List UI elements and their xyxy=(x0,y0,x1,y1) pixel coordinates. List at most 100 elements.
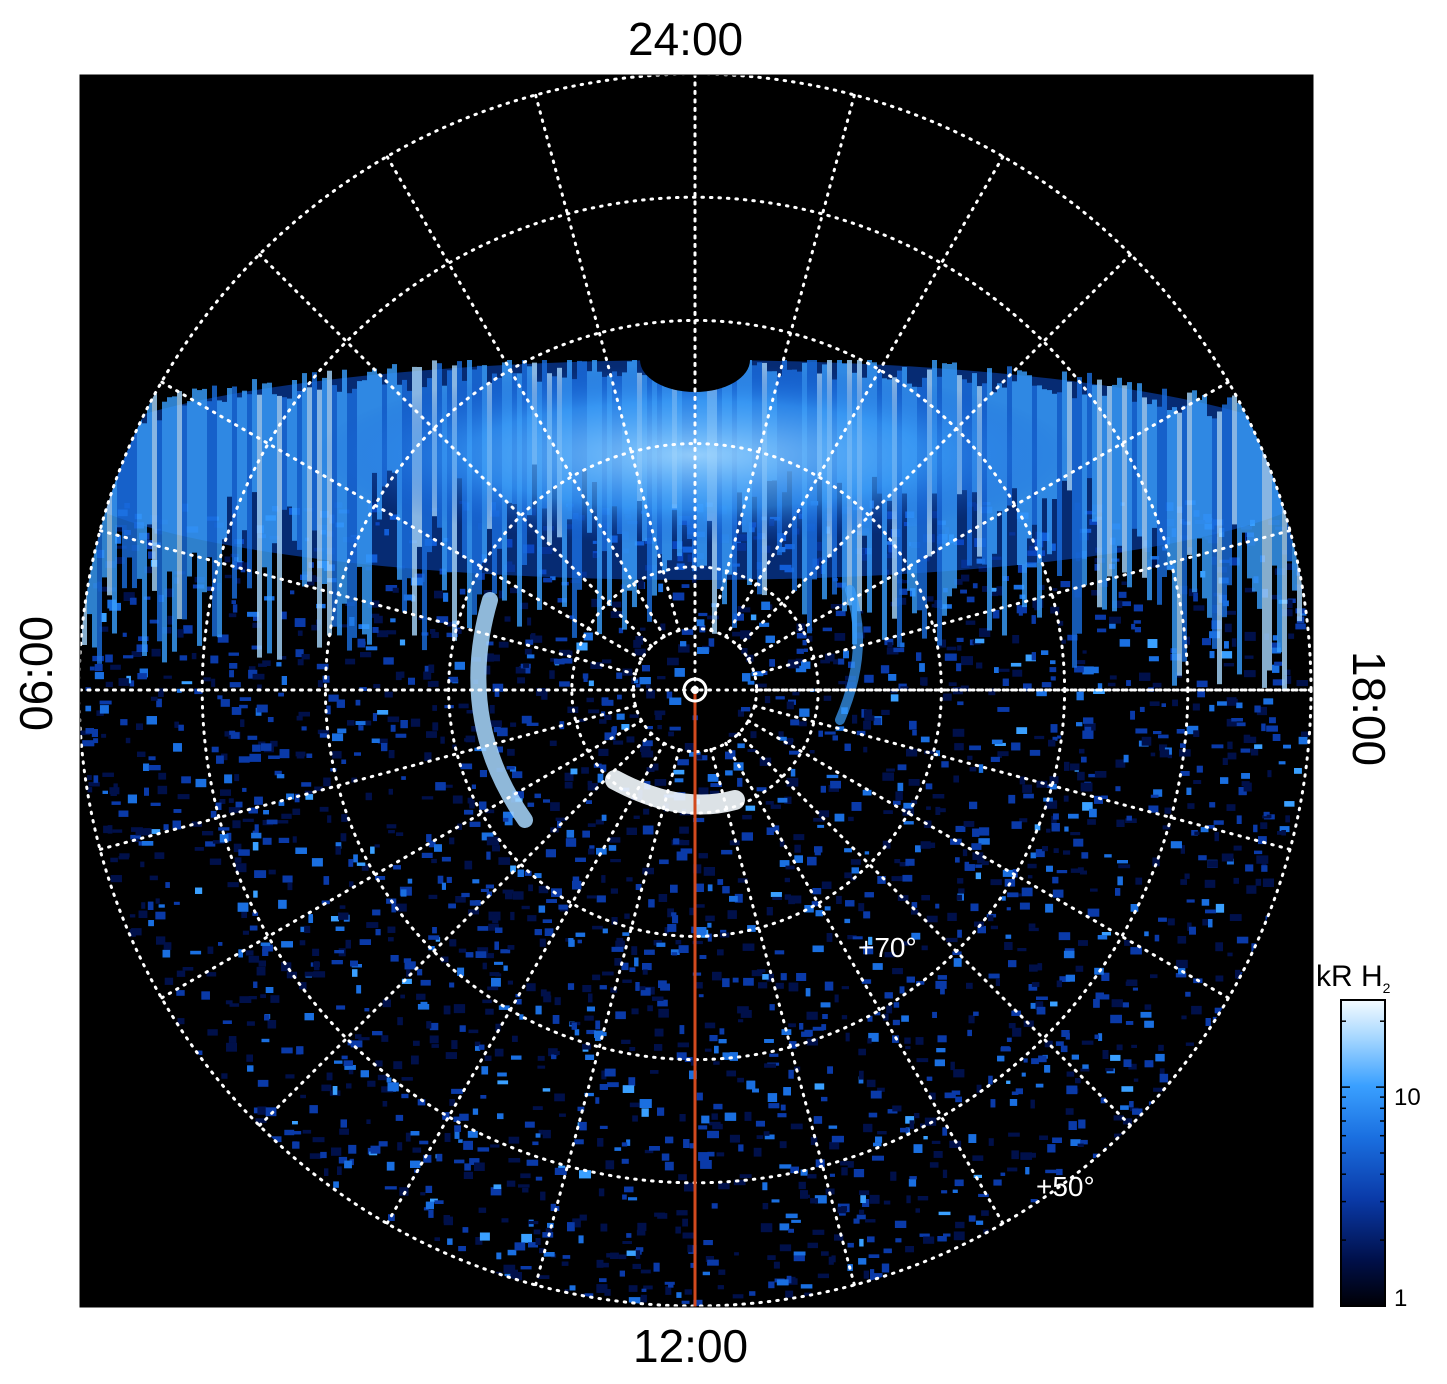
emission-pixel xyxy=(1176,729,1185,734)
emission-pixel xyxy=(600,1223,608,1232)
emission-pixel xyxy=(452,744,457,749)
emission-pixel xyxy=(785,1290,794,1298)
emission-pixel xyxy=(617,694,622,700)
emission-pixel xyxy=(406,968,411,977)
emission-pixel xyxy=(1220,777,1229,784)
emission-pixel xyxy=(789,1041,797,1049)
emission-pixel xyxy=(494,1048,504,1057)
emission-pixel xyxy=(382,1101,388,1107)
colorbar-gradient xyxy=(1341,1000,1385,1306)
emission-pixel xyxy=(1031,982,1040,987)
emission-pixel xyxy=(107,825,113,834)
emission-pixel xyxy=(504,616,511,622)
emission-pixel xyxy=(119,853,130,858)
emission-pixel xyxy=(864,851,870,855)
emission-pixel xyxy=(1185,991,1191,997)
emission-pixel xyxy=(639,1099,652,1108)
emission-pixel xyxy=(596,847,607,855)
emission-pixel xyxy=(356,985,362,994)
emission-pixel xyxy=(101,733,107,738)
emission-pixel xyxy=(163,824,169,830)
emission-pixel xyxy=(851,867,859,874)
emission-pixel xyxy=(763,1131,770,1136)
emission-pixel xyxy=(314,961,320,971)
emission-pixel xyxy=(698,853,708,859)
pole-marker-inner xyxy=(691,686,699,694)
emission-pixel xyxy=(1117,860,1128,864)
emission-pixel xyxy=(708,638,715,647)
emission-pixel xyxy=(883,1013,889,1021)
emission-pixel xyxy=(952,951,962,955)
emission-pixel xyxy=(1021,887,1033,897)
emission-pixel xyxy=(1022,784,1032,793)
emission-pixel xyxy=(494,692,500,697)
emission-pixel xyxy=(718,1269,726,1275)
emission-pixel xyxy=(863,626,871,633)
emission-pixel xyxy=(549,740,557,746)
emission-pixel xyxy=(1144,1020,1154,1028)
emission-pixel xyxy=(863,1270,869,1279)
emission-pixel xyxy=(399,639,406,646)
emission-pixel xyxy=(420,1192,426,1196)
emission-pixel xyxy=(729,840,740,846)
emission-pixel xyxy=(338,624,349,628)
emission-pixel xyxy=(492,683,504,692)
emission-pixel xyxy=(462,1227,469,1233)
auroral-streak xyxy=(1122,385,1127,573)
emission-pixel xyxy=(892,1105,902,1112)
emission-pixel xyxy=(545,849,556,858)
emission-pixel xyxy=(211,678,216,687)
emission-pixel xyxy=(935,980,947,989)
emission-pixel xyxy=(587,783,598,791)
emission-pixel xyxy=(668,1282,674,1288)
emission-pixel xyxy=(1236,936,1249,944)
emission-pixel xyxy=(841,1167,848,1176)
emission-pixel xyxy=(621,1039,631,1044)
emission-pixel xyxy=(734,1252,739,1256)
emission-pixel xyxy=(158,772,167,780)
emission-pixel xyxy=(717,1285,724,1290)
emission-pixel xyxy=(1197,689,1205,698)
emission-pixel xyxy=(897,764,907,771)
emission-pixel xyxy=(258,741,266,745)
emission-pixel xyxy=(1236,815,1242,824)
emission-pixel xyxy=(1050,606,1060,614)
emission-pixel xyxy=(1116,1044,1123,1051)
emission-pixel xyxy=(963,821,975,827)
emission-pixel xyxy=(305,794,314,800)
emission-pixel xyxy=(1105,1068,1114,1072)
emission-pixel xyxy=(611,946,624,952)
emission-pixel xyxy=(599,719,607,724)
emission-pixel xyxy=(920,736,930,743)
emission-pixel xyxy=(786,777,799,787)
emission-pixel xyxy=(843,650,849,659)
emission-pixel xyxy=(1267,770,1272,778)
emission-pixel xyxy=(424,752,432,761)
emission-pixel xyxy=(725,770,733,776)
emission-pixel xyxy=(87,787,93,793)
emission-pixel xyxy=(474,747,487,752)
emission-pixel xyxy=(938,1211,951,1216)
emission-pixel xyxy=(241,912,247,918)
emission-pixel xyxy=(397,1017,403,1026)
auroral-streak xyxy=(1227,397,1232,586)
emission-pixel xyxy=(1012,669,1023,677)
emission-pixel xyxy=(599,1278,607,1283)
emission-pixel xyxy=(572,880,582,890)
emission-pixel xyxy=(646,767,655,772)
emission-pixel xyxy=(622,1194,627,1200)
emission-pixel xyxy=(1087,908,1100,917)
emission-pixel xyxy=(432,722,439,731)
emission-pixel xyxy=(373,684,381,689)
emission-pixel xyxy=(569,1285,576,1291)
emission-pixel xyxy=(1068,1121,1077,1130)
auroral-streak xyxy=(1282,423,1287,692)
emission-pixel xyxy=(1224,623,1232,633)
emission-pixel xyxy=(594,1030,603,1038)
emission-pixel xyxy=(1256,855,1269,864)
emission-pixel xyxy=(992,609,1000,619)
emission-pixel xyxy=(348,1144,357,1154)
emission-pixel xyxy=(868,1032,879,1042)
emission-pixel xyxy=(873,1142,882,1147)
emission-pixel xyxy=(395,1114,404,1121)
